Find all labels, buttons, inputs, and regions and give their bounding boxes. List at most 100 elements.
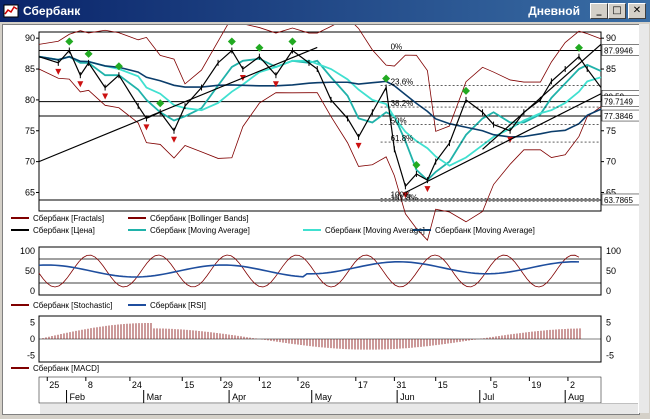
day-tick-label: 12 [261, 380, 271, 390]
legend-label: Сбербанк [Moving Average] [325, 226, 425, 235]
day-tick-label: 15 [438, 380, 448, 390]
horizontal-scrollbar[interactable] [40, 403, 638, 414]
main-grid [39, 50, 601, 201]
trend-line [405, 93, 602, 194]
maximize-button[interactable]: □ [608, 3, 626, 19]
fractal-markers [55, 37, 583, 199]
y-tick-right: 85 [606, 64, 616, 74]
macd-y-tick-right: 0 [606, 334, 611, 344]
y-tick-left: 80 [25, 95, 35, 105]
legend-label: Сбербанк [Цена] [33, 226, 95, 235]
y-tick-right: 75 [606, 126, 616, 136]
osc-y-tick-left: 0 [30, 286, 35, 296]
osc-y-tick-left: 100 [20, 246, 35, 256]
fib-label: 23.6% [391, 77, 414, 86]
chart-svg: 0%23.6%38.2%50%61.8%100%161.8% 657075808… [11, 16, 641, 404]
y-tick-left: 65 [25, 187, 35, 197]
legend-label: Сбербанк [Moving Average] [435, 226, 535, 235]
date-axis-frame [38, 376, 602, 404]
fractal-up-marker [574, 43, 583, 52]
fractal-up-marker [462, 86, 471, 95]
vertical-scrollbar[interactable] [639, 24, 649, 413]
day-tick-label: 31 [396, 380, 406, 390]
day-tick-label: 29 [223, 380, 233, 390]
day-tick-label: 15 [184, 380, 194, 390]
bollinger-band-line [38, 68, 602, 241]
day-tick-label: 17 [358, 380, 368, 390]
month-label: Apr [232, 392, 246, 402]
fib-label: 0% [391, 43, 403, 52]
fractal-down-marker [143, 124, 150, 131]
fractal-down-marker [170, 136, 177, 143]
month-label: Jun [400, 392, 415, 402]
fractal-up-marker [255, 43, 264, 52]
main-y-axis-left: 65 70 75 80 85 90 [25, 33, 39, 197]
minimize-button[interactable]: _ [590, 3, 608, 19]
fib-label: 38.2% [391, 99, 414, 108]
macd-y-tick-right: -5 [606, 351, 614, 361]
fibonacci-levels: 0% 23.6% 38.2% 50% 61.8% 100%161.8% [380, 43, 601, 203]
trend-line [38, 46, 318, 163]
osc-legend: Сбербанк [Stochastic] Сбербанк [RSI] [11, 301, 206, 310]
fib-label: 100% [391, 191, 411, 200]
day-tick-label: 24 [132, 380, 142, 390]
macd-legend: Сбербанк [MACD] [11, 364, 99, 373]
osc-y-tick-right: 0 [606, 286, 611, 296]
main-legend: Сбербанк [Fractals] Сбербанк [Bollinger B… [11, 214, 535, 235]
fib-label: 61.8% [391, 134, 414, 143]
fractal-down-marker [402, 192, 409, 199]
bollinger-band-line [38, 16, 602, 132]
window-title: Сбербанк [23, 4, 81, 18]
chart-area: 0% 23.6% 38.2% 50% 61.8% 100% 161.8% 65 70 75 80 8… [2, 16, 641, 415]
stochastic-line [38, 254, 580, 288]
bollinger-bands [38, 16, 602, 241]
month-label: Feb [70, 392, 86, 402]
price-tag: 79.7149 [604, 98, 633, 107]
fractal-up-marker [288, 37, 297, 46]
trend-lines [38, 43, 602, 194]
fractal-down-marker [77, 81, 84, 88]
oscillator-series [38, 254, 601, 288]
app-icon [3, 4, 19, 18]
legend-label: Сбербанк [Moving Average] [150, 226, 250, 235]
fractal-up-marker [382, 74, 391, 83]
fractal-up-marker [156, 99, 165, 108]
month-label: Aug [568, 392, 584, 402]
fractal-down-marker [355, 142, 362, 149]
day-tick-label: 26 [300, 380, 310, 390]
trend-line [482, 43, 602, 150]
osc-y-tick-left: 50 [25, 266, 35, 276]
y-tick-left: 90 [25, 33, 35, 43]
fractal-up-marker [84, 49, 93, 58]
legend-label: Сбербанк [RSI] [150, 301, 206, 310]
y-tick-right: 65 [606, 187, 616, 197]
fractal-up-marker [65, 37, 74, 46]
legend-label: Сбербанк [Bollinger Bands] [150, 214, 249, 223]
date-axis: 25 8 24 15 29 12 26 17 31 15 5 19 2 Feb Mar Apr May Jun Ju… [38, 376, 602, 404]
fractal-up-marker [227, 37, 236, 46]
fractal-down-marker [424, 186, 431, 193]
day-tick-label: 8 [88, 380, 93, 390]
y-tick-left: 70 [25, 157, 35, 167]
day-tick-label: 5 [493, 380, 498, 390]
y-tick-left: 75 [25, 126, 35, 136]
title-bar[interactable]: Сбербанк Дневной _ □ ✕ [0, 0, 650, 22]
osc-panel-frame [38, 246, 602, 296]
close-button[interactable]: ✕ [628, 3, 646, 19]
fib-label: 50% [391, 117, 407, 126]
price-series [38, 47, 602, 190]
moving-average-line [38, 55, 602, 182]
osc-y-tick-right: 50 [606, 266, 616, 276]
rsi-line [38, 261, 580, 278]
month-label: Jul [483, 392, 495, 402]
macd-histogram [39, 323, 601, 350]
month-label: Mar [147, 392, 163, 402]
legend-label: Сбербанк [Stochastic] [33, 301, 113, 310]
osc-y-axis: 0 0 50 50 100 100 [20, 246, 621, 296]
day-tick-label: 19 [531, 380, 541, 390]
fractal-up-marker [412, 160, 421, 169]
price-tag: 63.7865 [604, 196, 633, 205]
day-tick-label: 2 [570, 380, 575, 390]
fractal-down-marker [272, 81, 279, 88]
